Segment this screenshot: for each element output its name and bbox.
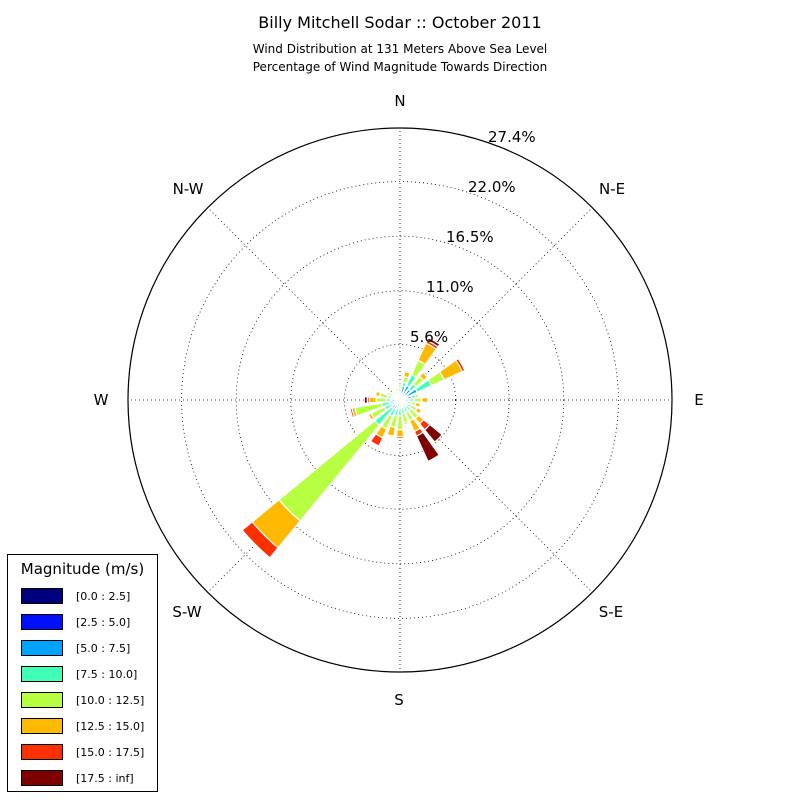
wind-sector-segment	[397, 383, 403, 387]
wind-sector-segment	[391, 391, 397, 397]
wind-sector-segment	[403, 370, 411, 379]
direction-label-se: S-E	[599, 603, 623, 621]
wind-sector-segment	[278, 419, 381, 522]
radial-tick-label: 16.5%	[446, 228, 494, 246]
chart-title: Billy Mitchell Sodar :: October 2011	[258, 13, 541, 32]
wind-sector-segment	[413, 397, 423, 403]
wind-sector-segment	[418, 402, 423, 409]
wind-sector-segment	[374, 390, 382, 398]
direction-label-e: E	[694, 391, 703, 409]
direction-label-n: N	[394, 92, 405, 110]
wind-sector-segment	[368, 396, 377, 404]
direction-spoke	[399, 207, 593, 401]
wind-sector-segment	[408, 398, 415, 402]
wind-sector-segment	[426, 336, 441, 348]
legend-swatch	[21, 666, 63, 682]
legend-label: [0.0 : 2.5]	[76, 590, 131, 603]
wind-sector-segment	[386, 433, 395, 438]
chart-subtitle-line-1: Wind Distribution at 131 Meters Above Se…	[253, 42, 548, 56]
wind-sector-segment	[421, 396, 429, 404]
wind-sector-segment	[385, 398, 392, 402]
legend-label: [17.5 : inf]	[76, 772, 134, 785]
wind-sector-segment	[396, 415, 404, 431]
legend: Magnitude (m/s) [0.0 : 2.5] [2.5 : 5.0] …	[7, 554, 158, 792]
chart-subtitle-line-2: Percentage of Wind Magnitude Towards Dir…	[253, 60, 547, 74]
outer-circle	[127, 127, 673, 673]
radial-tick-label: 27.4%	[488, 128, 536, 146]
wind-sector-segment	[349, 407, 356, 419]
wind-sector-segment	[418, 371, 429, 382]
legend-label: [10.0 : 12.5]	[76, 694, 145, 707]
radial-tick-label: 5.6%	[410, 328, 448, 346]
legend-label: [15.0 : 17.5]	[76, 746, 145, 759]
radial-grid-ring	[290, 290, 510, 510]
radial-tick-label: 11.0%	[426, 278, 474, 296]
wind-sector-segment	[395, 428, 405, 438]
wind-sector-segment	[403, 420, 410, 426]
legend-swatch	[21, 770, 63, 786]
direction-spoke	[207, 207, 401, 401]
wind-sector-segment	[427, 396, 430, 404]
direction-label-ne: N-E	[599, 180, 625, 198]
legend-swatch	[21, 744, 63, 760]
wind-sector-segment	[414, 392, 420, 399]
radial-grid-ring	[343, 343, 456, 456]
wind-sector-segment	[375, 397, 387, 403]
legend-swatch	[21, 614, 63, 630]
wind-sector-segment	[392, 389, 398, 394]
wind-sector-segment	[363, 395, 369, 405]
radial-tick-label: 22.0%	[468, 178, 516, 196]
polar-frame	[127, 127, 673, 673]
wind-sector-segment	[423, 423, 443, 443]
wind-sector-segment	[369, 433, 384, 447]
wind-sector-segment	[395, 435, 405, 440]
wind-sectors	[241, 336, 467, 559]
wind-sector-segment	[457, 357, 467, 372]
legend-label: [2.5 : 5.0]	[76, 616, 131, 629]
wind-sector-segment	[386, 391, 392, 396]
legend-label: [12.5 : 15.0]	[76, 720, 145, 733]
wind-sector-segment	[367, 412, 375, 422]
legend-swatch	[21, 640, 63, 656]
wind-sector-segment	[241, 521, 279, 559]
wind-sector-segment	[418, 409, 424, 416]
wind-sector-segment	[415, 431, 441, 463]
radial-grid-ring	[235, 235, 565, 565]
legend-swatch	[21, 692, 63, 708]
radial-grid-ring	[181, 181, 619, 619]
direction-label-nw: N-W	[173, 180, 204, 198]
direction-label-w: W	[94, 391, 109, 409]
direction-label-s: S	[394, 691, 404, 709]
legend-label: [5.0 : 7.5]	[76, 642, 131, 655]
wind-sector-segment	[395, 387, 400, 393]
legend-swatch	[21, 588, 63, 604]
legend-swatch	[21, 718, 63, 734]
legend-label: [7.5 : 10.0]	[76, 668, 138, 681]
legend-title: Magnitude (m/s)	[20, 560, 145, 578]
direction-label-sw: S-W	[172, 603, 201, 621]
